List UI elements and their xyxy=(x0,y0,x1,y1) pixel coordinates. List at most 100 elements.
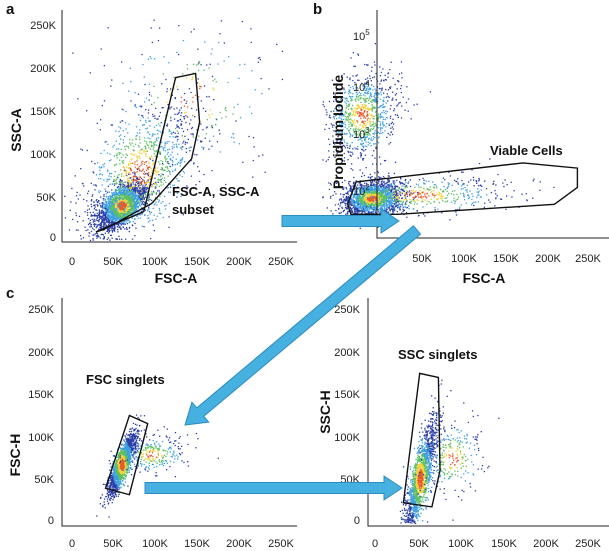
event-point xyxy=(217,63,219,65)
event-point xyxy=(129,199,131,201)
event-point xyxy=(148,196,150,198)
event-point xyxy=(160,202,162,204)
event-point xyxy=(139,169,141,171)
event-point xyxy=(381,207,383,209)
event-point xyxy=(136,187,139,190)
event-point xyxy=(161,83,163,85)
event-point xyxy=(182,39,185,42)
event-point xyxy=(128,181,130,183)
event-point xyxy=(141,203,143,205)
event-point xyxy=(131,158,133,160)
event-point xyxy=(131,187,133,189)
event-point xyxy=(211,170,213,172)
event-point xyxy=(134,204,136,206)
event-point xyxy=(125,227,128,229)
event-point xyxy=(133,189,136,191)
event-point xyxy=(128,220,130,222)
event-point xyxy=(123,216,125,218)
event-point xyxy=(75,195,78,197)
event-point xyxy=(168,140,170,143)
event-point xyxy=(140,187,142,189)
event-point xyxy=(388,172,390,174)
event-point xyxy=(184,112,186,114)
event-point xyxy=(90,214,93,216)
event-point xyxy=(176,124,178,126)
event-point xyxy=(124,148,126,150)
event-point xyxy=(128,179,130,182)
event-point xyxy=(143,180,145,182)
event-point xyxy=(112,204,115,207)
event-point xyxy=(119,201,121,203)
event-point xyxy=(232,133,235,135)
event-point xyxy=(114,209,116,211)
event-point xyxy=(131,196,134,198)
event-point xyxy=(109,210,111,212)
event-point xyxy=(150,237,152,240)
event-point xyxy=(93,223,96,225)
event-point xyxy=(220,20,223,22)
event-point xyxy=(102,209,104,211)
event-point xyxy=(135,196,137,198)
event-point xyxy=(123,214,125,216)
event-point xyxy=(126,204,128,206)
event-point xyxy=(128,189,131,191)
event-point xyxy=(126,223,129,225)
event-point xyxy=(114,225,116,227)
event-point xyxy=(147,117,149,119)
event-point xyxy=(138,198,140,200)
event-point xyxy=(114,164,116,166)
event-point xyxy=(111,195,113,197)
event-point xyxy=(185,151,187,153)
event-point xyxy=(96,216,99,218)
event-point xyxy=(152,115,154,118)
event-point xyxy=(109,198,111,200)
event-point xyxy=(186,129,189,131)
event-point xyxy=(142,179,144,182)
event-point xyxy=(129,185,131,188)
event-point xyxy=(90,215,92,217)
event-point xyxy=(158,178,160,180)
event-point xyxy=(139,105,141,107)
event-point xyxy=(97,215,99,217)
event-point xyxy=(181,158,183,160)
event-point xyxy=(99,226,101,228)
event-point xyxy=(105,196,107,198)
event-point xyxy=(129,169,132,171)
event-point xyxy=(374,192,377,194)
event-point xyxy=(113,192,115,194)
event-point xyxy=(181,175,183,178)
event-point xyxy=(111,124,113,126)
event-point xyxy=(116,198,118,200)
event-point xyxy=(119,185,122,187)
event-point xyxy=(141,170,143,172)
event-point xyxy=(119,222,121,225)
event-point xyxy=(95,209,97,211)
event-point xyxy=(136,181,139,183)
event-point xyxy=(103,207,105,209)
event-point xyxy=(100,205,102,207)
event-point xyxy=(130,144,132,146)
event-point xyxy=(167,161,169,163)
event-point xyxy=(153,162,155,164)
event-point xyxy=(129,197,132,199)
event-point xyxy=(346,208,348,210)
event-point xyxy=(188,88,191,90)
event-point xyxy=(94,214,96,217)
event-point xyxy=(127,190,129,192)
event-point xyxy=(122,201,124,203)
event-point xyxy=(179,160,181,162)
event-point xyxy=(212,87,214,89)
event-point xyxy=(120,152,122,154)
event-point xyxy=(139,142,141,144)
event-point xyxy=(134,203,137,205)
event-point xyxy=(115,223,117,226)
event-point xyxy=(155,151,157,153)
event-point xyxy=(128,90,130,92)
event-point xyxy=(133,203,136,205)
event-point xyxy=(140,193,143,195)
event-point xyxy=(119,197,122,199)
event-point xyxy=(124,184,126,187)
event-point xyxy=(143,76,145,78)
event-point xyxy=(132,183,134,185)
event-point xyxy=(385,185,387,187)
